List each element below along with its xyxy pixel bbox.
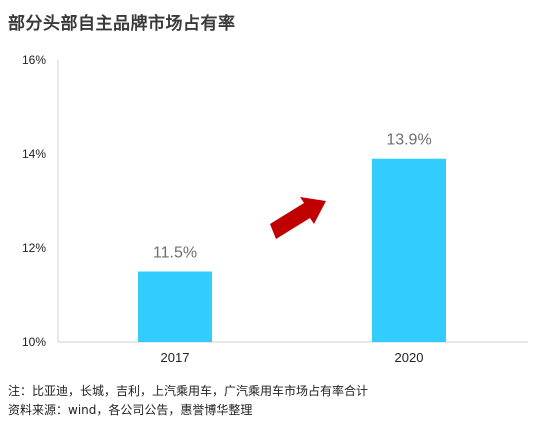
up-arrow bbox=[270, 197, 326, 239]
data-label: 11.5% bbox=[153, 245, 197, 262]
source-note: 资料来源：wind，各公司公告，惠誉博华整理 bbox=[8, 403, 253, 417]
x-tick-label: 2020 bbox=[395, 350, 424, 365]
chart-title: 部分头部自主品牌市场占有率 bbox=[8, 14, 236, 34]
y-tick-label: 12% bbox=[22, 241, 46, 255]
y-tick-label: 14% bbox=[22, 147, 46, 161]
bar bbox=[372, 158, 446, 342]
y-tick-label: 10% bbox=[22, 335, 46, 349]
data-label: 13.9% bbox=[386, 132, 431, 149]
footnote: 注：比亚迪，长城，吉利，上汽乘用车，广汽乘用车市场占有率合计 bbox=[8, 384, 369, 398]
x-tick-label: 2017 bbox=[161, 350, 190, 365]
bar bbox=[138, 271, 212, 342]
y-tick-label: 16% bbox=[22, 53, 46, 67]
